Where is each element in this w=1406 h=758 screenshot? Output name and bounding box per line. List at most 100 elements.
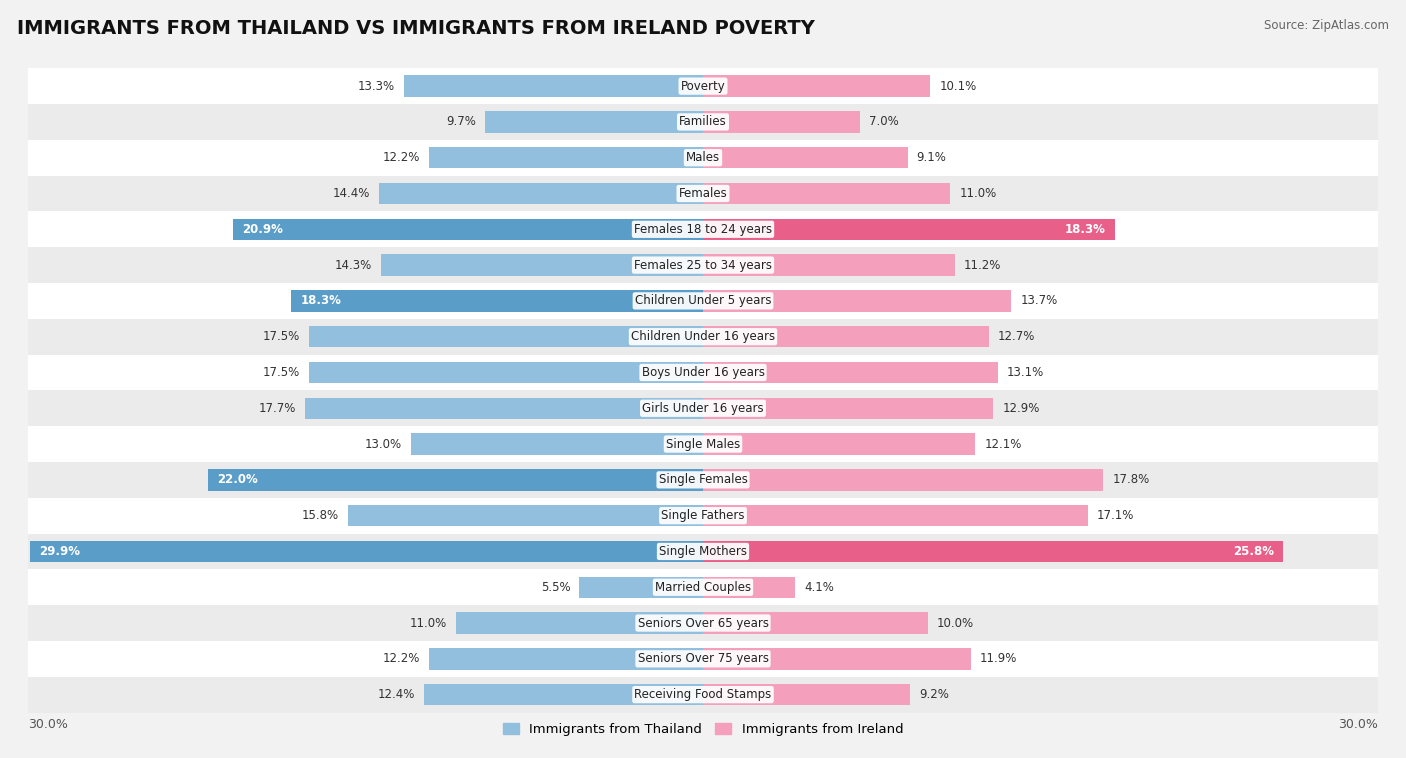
Text: Seniors Over 75 years: Seniors Over 75 years xyxy=(637,653,769,666)
Bar xyxy=(28,104,1378,139)
Text: 12.9%: 12.9% xyxy=(1002,402,1039,415)
Text: 17.1%: 17.1% xyxy=(1097,509,1135,522)
Bar xyxy=(28,390,1378,426)
Text: 10.1%: 10.1% xyxy=(939,80,976,92)
Text: 12.2%: 12.2% xyxy=(382,151,419,164)
Text: 4.1%: 4.1% xyxy=(804,581,834,594)
Legend: Immigrants from Thailand, Immigrants from Ireland: Immigrants from Thailand, Immigrants fro… xyxy=(498,718,908,741)
Text: Females 25 to 34 years: Females 25 to 34 years xyxy=(634,258,772,271)
Text: 25.8%: 25.8% xyxy=(1233,545,1274,558)
Bar xyxy=(703,612,928,634)
Bar xyxy=(28,211,1378,247)
Bar xyxy=(703,397,993,419)
Bar xyxy=(703,469,1104,490)
Text: 13.3%: 13.3% xyxy=(357,80,395,92)
Bar xyxy=(703,183,950,204)
Bar xyxy=(456,612,703,634)
Text: Seniors Over 65 years: Seniors Over 65 years xyxy=(637,616,769,630)
Bar xyxy=(28,462,1378,498)
Text: Girls Under 16 years: Girls Under 16 years xyxy=(643,402,763,415)
Bar xyxy=(703,434,976,455)
Text: Boys Under 16 years: Boys Under 16 years xyxy=(641,366,765,379)
Text: Families: Families xyxy=(679,115,727,128)
Text: 17.5%: 17.5% xyxy=(263,366,301,379)
Text: Source: ZipAtlas.com: Source: ZipAtlas.com xyxy=(1264,19,1389,32)
Text: 11.0%: 11.0% xyxy=(959,187,997,200)
Bar xyxy=(28,569,1378,605)
Bar xyxy=(411,434,703,455)
Bar xyxy=(28,677,1378,713)
Text: Single Fathers: Single Fathers xyxy=(661,509,745,522)
Text: 11.2%: 11.2% xyxy=(965,258,1001,271)
Text: Receiving Food Stamps: Receiving Food Stamps xyxy=(634,688,772,701)
Bar xyxy=(28,534,1378,569)
Text: Single Mothers: Single Mothers xyxy=(659,545,747,558)
Text: 11.9%: 11.9% xyxy=(980,653,1017,666)
Bar xyxy=(703,75,931,97)
Bar xyxy=(485,111,703,133)
Bar xyxy=(703,577,796,598)
Bar xyxy=(208,469,703,490)
Bar xyxy=(309,326,703,347)
Bar xyxy=(233,218,703,240)
Bar xyxy=(28,319,1378,355)
Text: 12.2%: 12.2% xyxy=(382,653,419,666)
Bar xyxy=(703,326,988,347)
Bar xyxy=(703,111,860,133)
Text: Single Females: Single Females xyxy=(658,473,748,487)
Text: 18.3%: 18.3% xyxy=(301,294,342,308)
Bar xyxy=(429,147,703,168)
Text: 11.0%: 11.0% xyxy=(409,616,447,630)
Text: Children Under 16 years: Children Under 16 years xyxy=(631,330,775,343)
Bar xyxy=(703,505,1088,526)
Text: 12.4%: 12.4% xyxy=(378,688,415,701)
Bar xyxy=(28,283,1378,319)
Bar xyxy=(579,577,703,598)
Bar xyxy=(380,183,703,204)
Text: 7.0%: 7.0% xyxy=(869,115,900,128)
Text: Married Couples: Married Couples xyxy=(655,581,751,594)
Text: Males: Males xyxy=(686,151,720,164)
Bar xyxy=(291,290,703,312)
Bar xyxy=(28,605,1378,641)
Text: 5.5%: 5.5% xyxy=(541,581,571,594)
Bar xyxy=(28,355,1378,390)
Text: 13.7%: 13.7% xyxy=(1021,294,1057,308)
Text: 15.8%: 15.8% xyxy=(301,509,339,522)
Text: 9.7%: 9.7% xyxy=(446,115,475,128)
Text: Poverty: Poverty xyxy=(681,80,725,92)
Bar xyxy=(28,139,1378,176)
Text: 10.0%: 10.0% xyxy=(936,616,974,630)
Bar xyxy=(703,362,998,384)
Text: 9.1%: 9.1% xyxy=(917,151,946,164)
Text: 12.7%: 12.7% xyxy=(998,330,1035,343)
Bar xyxy=(28,247,1378,283)
Bar xyxy=(703,540,1284,562)
Text: Children Under 5 years: Children Under 5 years xyxy=(634,294,772,308)
Text: 13.0%: 13.0% xyxy=(364,437,402,450)
Bar xyxy=(28,68,1378,104)
Bar xyxy=(28,641,1378,677)
Text: 18.3%: 18.3% xyxy=(1064,223,1105,236)
Bar xyxy=(28,176,1378,211)
Bar xyxy=(703,684,910,706)
Text: 14.3%: 14.3% xyxy=(335,258,373,271)
Bar xyxy=(703,648,970,669)
Text: 30.0%: 30.0% xyxy=(28,718,67,731)
Bar xyxy=(425,684,703,706)
Bar xyxy=(703,255,955,276)
Text: Females 18 to 24 years: Females 18 to 24 years xyxy=(634,223,772,236)
Text: 17.8%: 17.8% xyxy=(1112,473,1150,487)
Text: 30.0%: 30.0% xyxy=(1339,718,1378,731)
Text: 22.0%: 22.0% xyxy=(217,473,257,487)
Bar xyxy=(703,147,908,168)
Text: 20.9%: 20.9% xyxy=(242,223,283,236)
Bar xyxy=(404,75,703,97)
Bar xyxy=(429,648,703,669)
Text: Single Males: Single Males xyxy=(666,437,740,450)
Bar xyxy=(381,255,703,276)
Text: Females: Females xyxy=(679,187,727,200)
Bar xyxy=(703,290,1011,312)
Text: 29.9%: 29.9% xyxy=(39,545,80,558)
Text: 13.1%: 13.1% xyxy=(1007,366,1043,379)
